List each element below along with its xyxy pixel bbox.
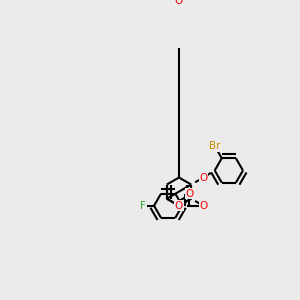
- Text: F: F: [140, 201, 146, 211]
- Text: O: O: [199, 172, 208, 182]
- Text: O: O: [175, 201, 183, 211]
- Text: Br: Br: [209, 141, 220, 151]
- Text: O: O: [199, 201, 208, 211]
- Text: O: O: [175, 0, 183, 6]
- Text: O: O: [185, 189, 194, 199]
